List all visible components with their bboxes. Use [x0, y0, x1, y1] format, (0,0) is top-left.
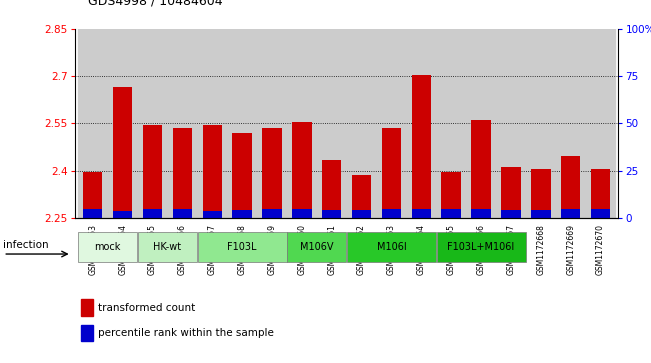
Bar	[501, 210, 521, 218]
Bar	[287, 232, 346, 261]
Text: F103L: F103L	[227, 242, 257, 252]
Bar	[257, 29, 287, 218]
Bar	[561, 156, 581, 218]
Bar	[322, 210, 341, 218]
Bar	[352, 210, 371, 218]
Bar	[561, 209, 581, 218]
Bar	[352, 175, 371, 218]
Bar	[346, 29, 376, 218]
Bar	[83, 172, 102, 218]
Bar	[83, 209, 102, 218]
Bar	[173, 128, 192, 218]
Bar	[292, 122, 312, 218]
Bar	[143, 209, 162, 218]
Bar	[437, 232, 525, 261]
Bar	[531, 169, 551, 218]
Bar	[436, 29, 466, 218]
Bar	[202, 211, 222, 218]
Bar	[143, 125, 162, 218]
Bar	[227, 29, 257, 218]
Bar	[526, 29, 556, 218]
Bar	[441, 172, 461, 218]
Bar	[197, 29, 227, 218]
Bar	[406, 29, 436, 218]
Text: transformed count: transformed count	[98, 303, 195, 313]
Bar	[586, 29, 615, 218]
Bar	[137, 29, 167, 218]
Bar	[113, 211, 132, 218]
Bar	[466, 29, 496, 218]
Bar	[113, 87, 132, 218]
Bar	[198, 232, 286, 261]
Bar	[232, 133, 252, 218]
Bar	[262, 209, 282, 218]
Bar	[107, 29, 137, 218]
Text: M106V: M106V	[300, 242, 333, 252]
Bar	[411, 209, 431, 218]
Bar	[287, 29, 317, 218]
Bar	[381, 128, 401, 218]
Bar	[531, 210, 551, 218]
Bar	[317, 29, 346, 218]
Bar	[471, 209, 491, 218]
Bar	[411, 75, 431, 218]
Text: HK-wt: HK-wt	[154, 242, 182, 252]
Bar	[173, 209, 192, 218]
Bar	[138, 232, 197, 261]
Text: M106I: M106I	[376, 242, 406, 252]
Bar	[591, 169, 610, 218]
Bar	[78, 29, 107, 218]
Bar	[292, 209, 312, 218]
Text: infection: infection	[3, 240, 49, 250]
Bar	[381, 209, 401, 218]
Text: F103L+M106I: F103L+M106I	[447, 242, 515, 252]
Bar	[322, 160, 341, 218]
Bar	[202, 125, 222, 218]
Bar	[78, 232, 137, 261]
Bar	[591, 209, 610, 218]
Bar	[556, 29, 586, 218]
Bar	[376, 29, 406, 218]
Bar	[441, 209, 461, 218]
Text: GDS4998 / 10484604: GDS4998 / 10484604	[88, 0, 223, 7]
Bar	[167, 29, 197, 218]
Bar	[496, 29, 526, 218]
Text: mock: mock	[94, 242, 121, 252]
Text: percentile rank within the sample: percentile rank within the sample	[98, 328, 273, 338]
Bar	[347, 232, 436, 261]
Bar	[232, 210, 252, 218]
Bar	[501, 167, 521, 218]
Bar	[262, 128, 282, 218]
Bar	[471, 120, 491, 218]
